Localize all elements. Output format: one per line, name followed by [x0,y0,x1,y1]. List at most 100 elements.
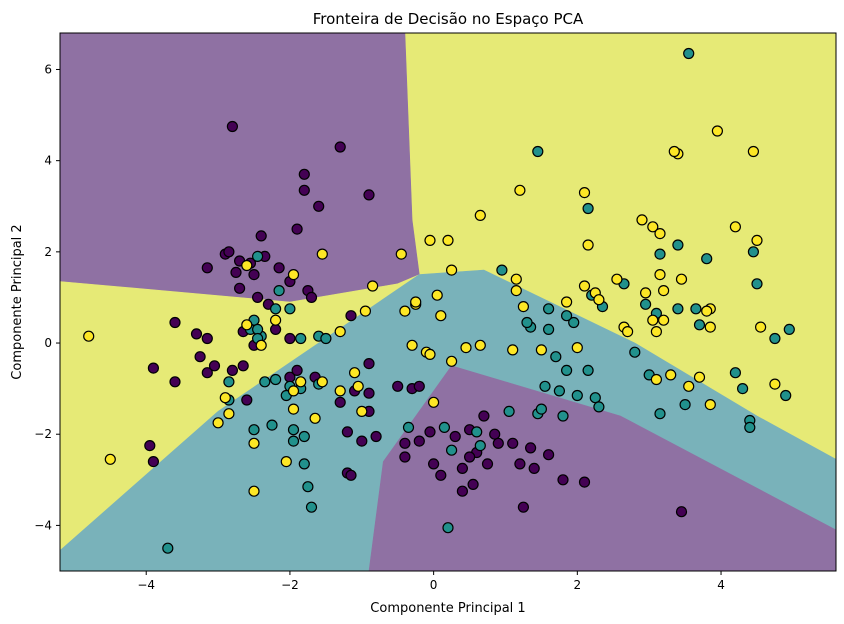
data-point-purple-55 [399,451,411,463]
data-point-yellow-67 [316,376,328,388]
data-point-yellow-32 [593,294,605,306]
x-tick-label: 2 [574,578,582,592]
data-point-yellow-64 [349,367,361,379]
data-point-purple-69 [435,469,447,481]
data-point-yellow-4 [578,187,591,199]
data-point-yellow-10 [636,214,648,226]
data-point-teal-10 [672,303,684,315]
data-point-teal-19 [542,323,555,335]
data-point-yellow-26 [639,287,652,299]
data-point-teal-76 [298,430,310,443]
data-point-teal-11 [690,303,702,315]
data-point-yellow-29 [675,273,688,285]
data-point-purple-2 [298,168,310,180]
data-point-purple-63 [524,442,537,454]
data-point-purple-59 [478,410,490,422]
data-point-teal-57 [273,285,285,297]
data-point-purple-79 [144,440,156,452]
data-point-teal-25 [582,364,594,376]
data-point-teal-37 [539,380,551,392]
data-point-purple-32 [201,367,213,379]
data-point-yellow-38 [754,321,767,333]
data-point-yellow-49 [410,296,422,308]
x-tick-label: −2 [281,578,299,592]
data-point-teal-3 [654,248,666,260]
data-point-teal-45 [503,405,515,417]
data-point-yellow-6 [474,209,486,221]
data-point-purple-52 [370,430,382,443]
data-point-yellow-9 [582,239,594,251]
data-point-yellow-54 [334,326,346,338]
data-point-yellow-7 [442,234,454,246]
data-point-teal-73 [266,419,278,431]
data-point-yellow-42 [665,369,677,381]
data-point-yellow-34 [657,314,670,326]
data-point-teal-38 [553,385,566,397]
data-point-teal-48 [474,440,486,452]
data-point-yellow-60 [474,339,486,351]
data-point-purple-6 [291,223,303,235]
data-point-teal-30 [769,332,781,345]
data-point-teal-62 [295,332,307,345]
data-point-purple-51 [413,380,425,392]
data-point-teal-26 [629,346,641,358]
data-point-yellow-0 [711,125,724,137]
data-point-teal-0 [683,47,695,60]
data-point-purple-31 [194,351,206,363]
data-point-yellow-78 [223,408,235,420]
data-point-purple-72 [514,458,526,470]
data-point-yellow-51 [431,289,443,301]
data-point-purple-26 [201,332,213,345]
x-axis-ticks: −4 −2 0 2 4 [137,571,725,592]
data-point-purple-47 [356,435,368,447]
data-point-purple-42 [363,358,375,370]
data-point-purple-34 [226,364,238,376]
data-point-teal-31 [783,323,795,335]
data-point-teal-1 [532,145,544,158]
x-tick-label: 4 [717,578,725,592]
data-point-yellow-45 [683,380,695,392]
x-tick-label: −4 [137,578,155,592]
data-point-purple-68 [428,458,440,470]
data-point-purple-77 [578,476,591,488]
data-point-purple-9 [223,246,235,258]
data-point-teal-40 [589,392,601,404]
data-point-purple-80 [147,456,159,468]
data-point-purple-29 [270,323,282,335]
data-point-teal-24 [560,364,573,376]
data-point-purple-60 [489,428,501,440]
data-point-purple-76 [517,501,530,513]
data-point-yellow-27 [654,269,666,281]
data-point-purple-30 [284,332,296,345]
data-point-yellow-59 [460,342,472,354]
data-point-purple-56 [424,426,436,438]
data-point-teal-46 [438,421,450,433]
data-point-yellow-23 [578,280,591,292]
data-point-purple-19 [252,291,264,303]
data-point-teal-66 [259,376,271,388]
data-point-teal-7 [751,278,763,290]
y-tick-label: 4 [44,154,52,168]
data-point-yellow-68 [295,376,307,388]
data-point-purple-53 [399,437,411,449]
decision-regions [60,33,836,571]
data-point-purple-44 [334,396,346,408]
data-point-yellow-21 [510,273,522,285]
data-point-purple-62 [507,437,519,449]
data-point-purple-24 [169,316,181,329]
data-point-purple-23 [345,310,357,322]
y-axis-label: Componente Principal 2 [10,224,25,379]
data-point-yellow-76 [255,339,267,351]
data-point-yellow-37 [704,321,716,333]
data-point-yellow-12 [654,228,666,240]
plot-frame [59,32,837,572]
data-point-teal-32 [780,389,792,402]
data-point-yellow-84 [104,453,116,465]
data-point-purple-33 [208,360,221,372]
data-point-purple-61 [492,437,504,449]
data-point-teal-79 [305,501,318,513]
data-point-purple-0 [226,120,238,133]
data-point-purple-70 [467,478,479,490]
data-point-yellow-65 [352,380,364,392]
scatter-points [83,47,795,554]
